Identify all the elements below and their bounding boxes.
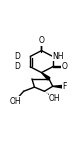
Text: OH: OH <box>10 97 21 106</box>
Text: O: O <box>61 62 67 71</box>
Polygon shape <box>53 85 63 88</box>
Text: NH: NH <box>52 52 64 61</box>
Text: D: D <box>15 62 20 71</box>
Text: D: D <box>15 52 20 61</box>
Text: OH: OH <box>49 94 61 103</box>
Text: O: O <box>39 36 44 45</box>
Polygon shape <box>42 73 50 80</box>
Text: F: F <box>62 82 66 91</box>
